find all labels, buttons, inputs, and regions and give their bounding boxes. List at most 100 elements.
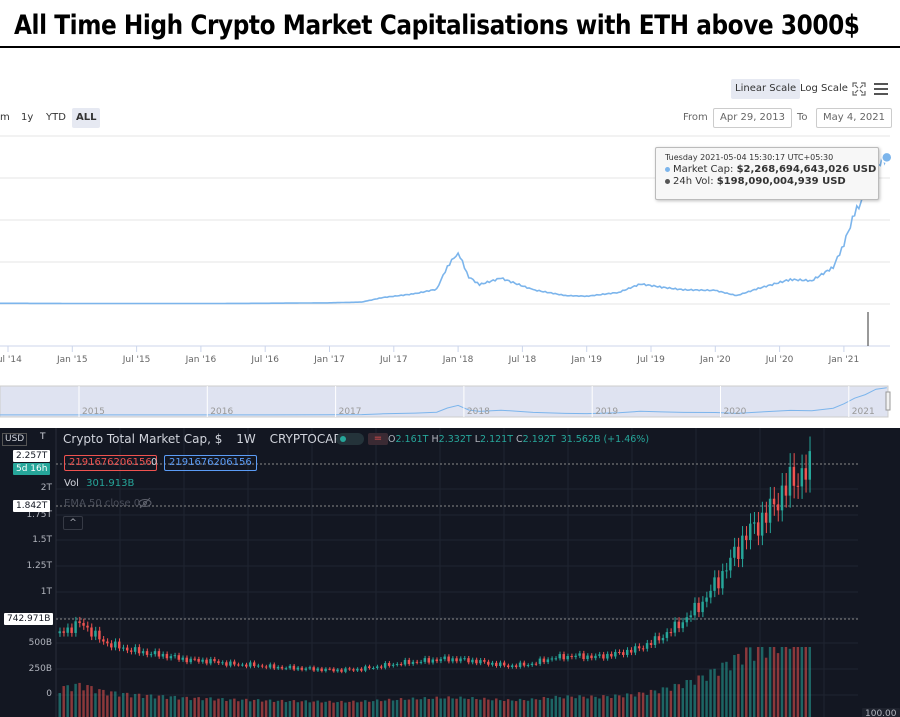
candle [586, 653, 589, 662]
candle [360, 667, 363, 673]
candle [697, 597, 700, 618]
candle-body [110, 643, 113, 648]
candle [348, 666, 351, 671]
volume-bar [102, 689, 105, 717]
volume-bar [582, 696, 585, 717]
volume-bar [546, 697, 550, 717]
candle [383, 661, 387, 670]
candle [629, 647, 633, 656]
candle [189, 656, 192, 665]
candle-body [570, 655, 573, 658]
sell-order-value[interactable]: 2191676206156 [64, 455, 157, 471]
candle [622, 649, 625, 658]
log-scale-button[interactable]: Log Scale [800, 83, 848, 94]
candle [121, 644, 125, 652]
candle [70, 623, 73, 637]
candle-body [598, 654, 601, 656]
candle [229, 659, 232, 668]
volume-dot-icon [665, 178, 670, 184]
volume-bar [78, 682, 81, 717]
volume-bar [522, 700, 526, 717]
candle-body [467, 658, 470, 663]
volume-label: Vol [64, 478, 79, 489]
interval-label: 1W [236, 432, 256, 446]
candle [788, 453, 792, 508]
market-cap-dot-icon [665, 166, 670, 172]
candle [737, 537, 740, 568]
candle-body [546, 659, 550, 663]
zoom-button-1y[interactable]: 1y [21, 112, 34, 123]
eye-hidden-icon[interactable] [138, 497, 152, 509]
linear-scale-button[interactable]: Linear Scale [731, 79, 801, 99]
menu-icon[interactable] [873, 82, 889, 96]
candle-body [725, 570, 728, 572]
volume-bar [312, 701, 315, 717]
candle-body [518, 662, 522, 668]
candle-body [479, 660, 482, 664]
candle [725, 562, 728, 579]
volume-bar [618, 695, 621, 717]
candle [332, 667, 335, 673]
volume-bar [614, 694, 617, 717]
candle-body [165, 653, 169, 659]
candle [308, 665, 311, 671]
candle-body [352, 669, 355, 671]
volume-bar [193, 697, 196, 717]
candle-body [94, 630, 97, 637]
volume-bar [197, 697, 200, 717]
indicator-menu-icon[interactable]: = [368, 433, 388, 445]
candle [328, 667, 331, 671]
candle-body [356, 668, 359, 671]
candle [264, 664, 268, 670]
navigator-tick-label: 2019 [595, 407, 618, 417]
fullscreen-icon[interactable] [852, 82, 866, 96]
volume-bar [550, 698, 554, 717]
candle-body [312, 667, 315, 671]
volume-bar [800, 647, 804, 717]
candle-body [245, 664, 248, 667]
volume-bar [74, 683, 77, 717]
candle-body [705, 597, 708, 602]
candle [709, 584, 712, 604]
candle-body [252, 662, 256, 667]
tooltip-market-cap-value: $2,268,694,643,026 USD [736, 164, 877, 175]
zoom-button-all[interactable]: ALL [72, 108, 101, 128]
candle [272, 662, 276, 670]
candle [796, 473, 800, 499]
volume-bar [574, 698, 577, 717]
candle [399, 662, 403, 667]
candle [594, 653, 597, 661]
candle [614, 649, 617, 659]
collapse-chevron-icon[interactable]: ^ [63, 516, 83, 530]
buy-order-value[interactable]: 2191676206156 [164, 455, 257, 471]
candle [125, 644, 129, 654]
volume-bar [62, 686, 65, 717]
volume-bar [713, 668, 716, 717]
candle [165, 651, 169, 661]
volume-bar [201, 700, 204, 717]
candle [102, 635, 105, 645]
volume-bar [673, 683, 677, 717]
candle-body [58, 631, 61, 634]
candle-body [360, 668, 363, 671]
candle-body [161, 653, 165, 657]
candle-body [217, 661, 220, 664]
x-tick-label: Jul '18 [508, 355, 537, 365]
candle [252, 660, 256, 668]
candle-body [709, 590, 712, 598]
volume-bar [689, 679, 692, 717]
currency-label[interactable]: USD [2, 433, 28, 446]
volume-bar [94, 693, 97, 717]
volume-bar [598, 698, 601, 717]
candle-body [562, 654, 565, 660]
candle-body [340, 669, 343, 672]
volume-value: 301.913B [86, 478, 135, 489]
volume-bar [479, 699, 482, 717]
zoom-button-m[interactable]: m [0, 112, 10, 123]
to-date-input[interactable]: May 4, 2021 [816, 108, 893, 128]
zoom-button-ytd[interactable]: YTD [46, 112, 66, 123]
navigator-tick-label: 2021 [852, 407, 875, 417]
volume-bar [284, 702, 288, 717]
from-date-input[interactable]: Apr 29, 2013 [713, 108, 793, 128]
candle-body [514, 665, 518, 668]
